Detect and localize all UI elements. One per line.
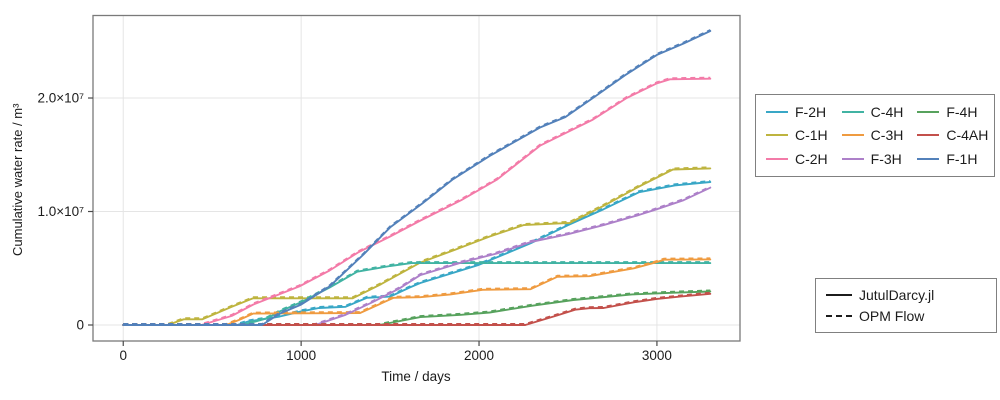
- x-tick-label: 2000: [464, 348, 494, 363]
- series-line-f-4h-opmflow: [123, 289, 711, 325]
- legend-entry-f-1h: F-1H: [917, 147, 988, 171]
- series-line-c-1h-jutuldarcy: [122, 167, 712, 326]
- legend-swatch-f-1h: [917, 158, 940, 161]
- legend-label-c-1h: C-1H: [795, 127, 828, 144]
- legend-swatch-c-4ah: [917, 134, 940, 137]
- legend-label-c-3h: C-3H: [870, 127, 904, 144]
- simulator-legend: JutulDarcy.jl OPM Flow: [815, 278, 997, 333]
- legend-entry-f-4h: F-4H: [917, 100, 988, 124]
- x-tick-label: 1000: [286, 348, 316, 363]
- legend-label-opmflow: OPM Flow: [859, 308, 925, 325]
- legend-entry-opmflow: OPM Flow: [826, 306, 986, 328]
- series-line-f-2h-opmflow: [123, 180, 711, 325]
- legend-swatch-f-3h: [841, 158, 864, 161]
- series-line-c-1h-opmflow: [123, 166, 711, 325]
- legend-label-f-3h: F-3H: [870, 151, 902, 168]
- legend-entry-c-4h: C-4H: [841, 100, 904, 124]
- series-line-c-4ah-jutuldarcy: [122, 292, 712, 326]
- legend-swatch-f-4h: [917, 110, 940, 113]
- legend-label-c-4h: C-4H: [870, 103, 904, 120]
- legend-entry-f-3h: F-3H: [841, 147, 904, 171]
- series-line-f-3h-jutuldarcy: [122, 186, 712, 326]
- series-line-f-1h-opmflow: [123, 29, 711, 325]
- x-tick-label: 0: [119, 348, 127, 363]
- series-line-c-2h-opmflow: [123, 76, 711, 325]
- series-line-c-2h-jutuldarcy: [122, 77, 712, 326]
- plot-frame: [92, 14, 741, 342]
- legend-swatch-c-3h: [841, 134, 864, 137]
- x-tick-label: 3000: [642, 348, 672, 363]
- legend-entry-c-4ah: C-4AH: [917, 124, 988, 148]
- solid-line-swatch: [826, 293, 852, 296]
- legend-entry-c-3h: C-3H: [841, 124, 904, 148]
- legend-swatch-c-2h: [766, 158, 788, 161]
- series-line-f-3h-opmflow: [123, 185, 711, 325]
- legend-swatch-c-4h: [841, 110, 864, 113]
- y-tick-label: 2.0×10⁷: [37, 91, 84, 106]
- series-line-c-4ah-opmflow: [123, 291, 711, 325]
- legend-swatch-f-2h: [766, 110, 788, 113]
- legend-entry-jutuldarcy: JutulDarcy.jl: [826, 284, 986, 306]
- y-tick-label: 0: [76, 317, 84, 332]
- x-axis-label: Time / days: [381, 369, 451, 384]
- y-axis-label: Cumulative water rate / m³: [10, 103, 25, 257]
- legend-label-jutuldarcy: JutulDarcy.jl: [859, 286, 935, 303]
- series-line-f-4h-jutuldarcy: [122, 290, 712, 326]
- series-line-c-3h-jutuldarcy: [122, 258, 712, 326]
- legend-label-f-4h: F-4H: [946, 103, 978, 120]
- series-line-c-3h-opmflow: [123, 257, 711, 325]
- dashed-line-swatch: [826, 315, 852, 318]
- y-tick-label: 1.0×10⁷: [37, 204, 84, 219]
- legend-label-f-1h: F-1H: [946, 151, 978, 168]
- series-line-f-1h-jutuldarcy: [122, 30, 712, 326]
- legend-label-c-4ah: C-4AH: [946, 127, 989, 144]
- legend-label-f-2h: F-2H: [795, 103, 827, 120]
- legend-entry-f-2h: F-2H: [766, 100, 828, 124]
- legend-entry-c-1h: C-1H: [766, 124, 828, 148]
- legend-swatch-c-1h: [766, 134, 788, 137]
- legend-entry-c-2h: C-2H: [766, 147, 828, 171]
- wells-legend: F-2H C-1H C-2H C-4H C-3H F-3H F-4H C-4AH F-1H: [755, 94, 995, 177]
- legend-label-c-2h: C-2H: [795, 151, 828, 168]
